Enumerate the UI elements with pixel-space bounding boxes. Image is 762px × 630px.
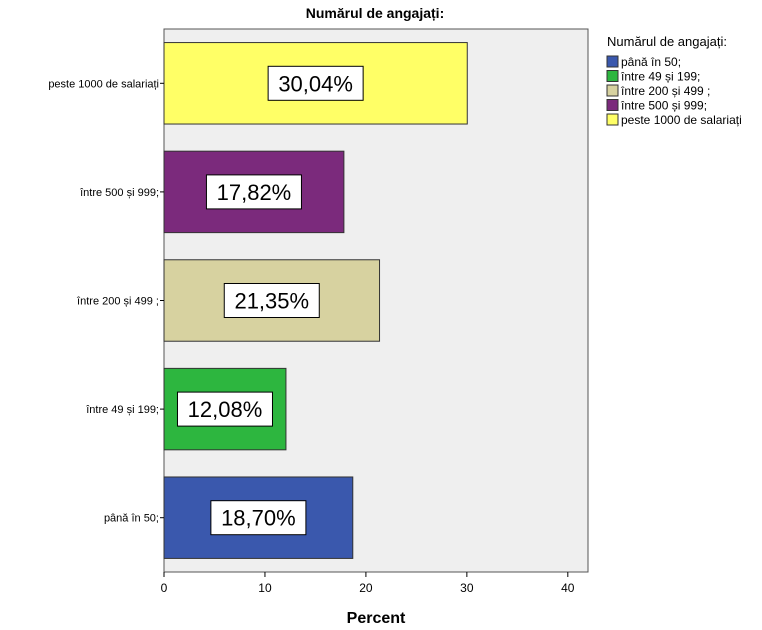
data-label: 18,70%: [221, 506, 296, 531]
category-label: între 49 și 199;: [85, 404, 159, 416]
legend-item-label: între 500 și 999;: [620, 99, 707, 113]
legend-swatch: [606, 99, 619, 111]
data-label: 21,35%: [234, 289, 309, 314]
data-label: 12,08%: [188, 397, 263, 422]
x-tick-label: 30: [460, 581, 474, 595]
category-label: între 500 și 999;: [79, 187, 159, 199]
x-axis: 0 10 20 30 40: [161, 572, 575, 595]
legend-swatch: [606, 70, 619, 82]
data-label: 30,04%: [278, 71, 353, 96]
legend-item-label: peste 1000 de salariați: [621, 113, 742, 127]
data-label-box: [223, 283, 320, 318]
data-label: 17,82%: [217, 180, 292, 205]
legend-swatch: [606, 84, 619, 97]
bars-group: 30,04% 17,82% 21,35% 12,08% 18,70%: [163, 42, 468, 559]
data-label-box: [267, 65, 364, 101]
x-axis-label: Percent: [347, 610, 406, 627]
data-label-box: [205, 174, 302, 210]
legend-title: Numărul de angajați:: [607, 34, 727, 49]
category-label: peste 1000 de salariați: [48, 78, 159, 90]
data-label-box: [176, 391, 273, 427]
legend-swatch: [606, 55, 619, 68]
category-label: până în 50;: [104, 513, 159, 525]
legend-item-label: între 49 și 199;: [620, 70, 700, 84]
x-tick-label: 10: [258, 581, 272, 595]
legend-item-label: până în 50;: [621, 55, 681, 69]
x-tick-label: 20: [359, 581, 373, 595]
chart-title: Numărul de angajați:: [306, 5, 444, 21]
legend-item-label: între 200 și 499 ;: [620, 84, 710, 98]
x-tick-label: 40: [561, 581, 575, 595]
data-label-box: [210, 500, 307, 536]
x-tick-label: 0: [161, 581, 168, 595]
category-labels: peste 1000 de salariați între 500 și 999;…: [48, 78, 164, 525]
legend: Numărul de angajați: până în 50;între 49…: [606, 34, 742, 127]
category-label: între 200 și 499 ;: [76, 296, 159, 308]
legend-swatch: [606, 113, 619, 126]
